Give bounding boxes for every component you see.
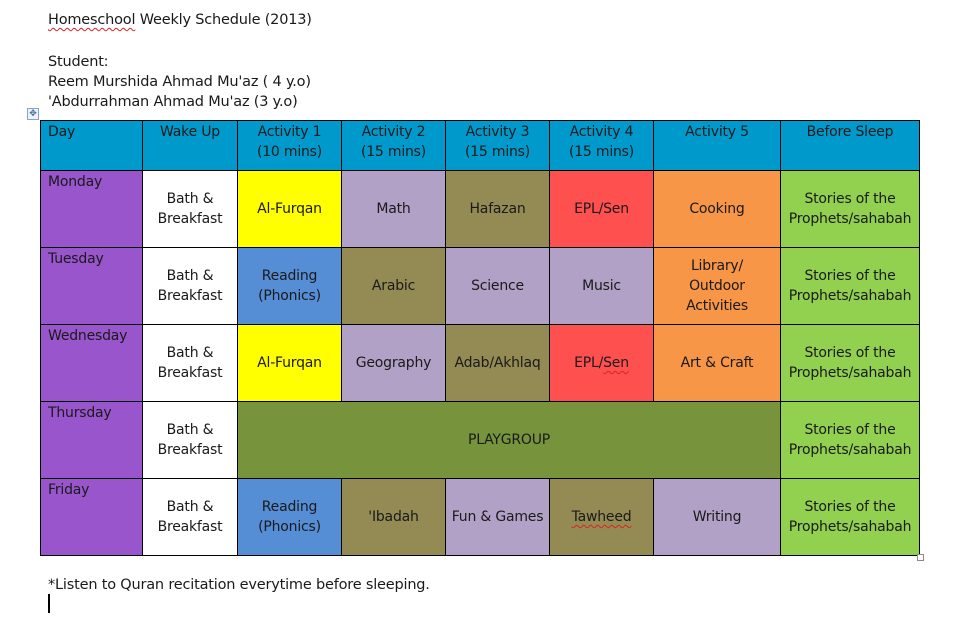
activity-cell: Library/Outdoor Activities	[653, 247, 781, 325]
before-sleep-cell: Stories of the Prophets/sahabah	[780, 324, 920, 402]
playgroup-cell: PLAYGROUP	[237, 401, 781, 479]
activity-cell: 'Ibadah	[341, 478, 446, 556]
title-rest: Weekly Schedule (2013)	[135, 12, 312, 28]
activity-cell: Reading (Phonics)	[237, 478, 342, 556]
activity-cell: Arabic	[341, 247, 446, 325]
student-name-1: Reem Murshida Ahmad Mu'az ( 4 y.o)	[48, 74, 311, 90]
activity-cell: EPL/Sen	[549, 324, 654, 402]
before-sleep-cell: Stories of the Prophets/sahabah	[780, 170, 920, 248]
activity-cell: Hafazan	[445, 170, 550, 248]
wake-up-cell: Bath & Breakfast	[142, 170, 238, 248]
table-row-friday: Friday Bath & Breakfast Reading (Phonics) …	[40, 478, 920, 556]
activity-cell: Al-Furqan	[237, 170, 342, 248]
wake-up-cell: Bath & Breakfast	[142, 478, 238, 556]
activity-cell: Math	[341, 170, 446, 248]
header-activity-5: Activity 5	[653, 120, 781, 171]
before-sleep-cell: Stories of the Prophets/sahabah	[780, 401, 920, 479]
header-day: Day	[40, 120, 143, 171]
header-activity-1: Activity 1 (10 mins)	[237, 120, 342, 171]
title-misspelled-word: Homeschool	[48, 12, 136, 28]
wake-up-cell: Bath & Breakfast	[142, 247, 238, 325]
activity-cell: Cooking	[653, 170, 781, 248]
before-sleep-cell: Stories of the Prophets/sahabah	[780, 247, 920, 325]
activity-cell: EPL/Sen	[549, 170, 654, 248]
header-before-sleep: Before Sleep	[780, 120, 920, 171]
header-wake-up: Wake Up	[142, 120, 238, 171]
activity-cell: Geography	[341, 324, 446, 402]
table-row-wednesday: Wednesday Bath & Breakfast Al-Furqan Geog…	[40, 324, 920, 402]
misspelled-word: Tawheed	[571, 509, 632, 525]
day-cell: Thursday	[40, 401, 143, 479]
resize-handle-icon[interactable]	[917, 554, 924, 561]
header-activity-2: Activity 2 (15 mins)	[341, 120, 446, 171]
day-cell: Wednesday	[40, 324, 143, 402]
activity-cell: Al-Furqan	[237, 324, 342, 402]
move-arrows-icon[interactable]: ✥	[27, 108, 39, 120]
table-row-tuesday: Tuesday Bath & Breakfast Reading (Phonics)…	[40, 247, 920, 325]
schedule-table: Day Wake Up Activity 1 (10 mins) Activity…	[40, 120, 920, 556]
before-sleep-cell: Stories of the Prophets/sahabah	[780, 478, 920, 556]
activity-cell: Science	[445, 247, 550, 325]
student-label: Student:	[48, 54, 109, 70]
text-cursor	[48, 594, 50, 613]
activity-cell: Adab/Akhlaq	[445, 324, 550, 402]
day-cell: Monday	[40, 170, 143, 248]
header-activity-3: Activity 3 (15 mins)	[445, 120, 550, 171]
activity-cell: Art & Craft	[653, 324, 781, 402]
document-title: Homeschool Weekly Schedule (2013)	[48, 10, 312, 30]
wake-up-cell: Bath & Breakfast	[142, 401, 238, 479]
footnote: *Listen to Quran recitation everytime be…	[48, 577, 430, 593]
header-activity-4: Activity 4 (15 mins)	[549, 120, 654, 171]
table-row-thursday: Thursday Bath & Breakfast PLAYGROUP Stori…	[40, 401, 920, 479]
wake-up-cell: Bath & Breakfast	[142, 324, 238, 402]
activity-cell: Fun & Games	[445, 478, 550, 556]
activity-cell: Tawheed	[549, 478, 654, 556]
misspelled-word: Sen	[603, 355, 629, 371]
day-cell: Tuesday	[40, 247, 143, 325]
student-name-2: 'Abdurrahman Ahmad Mu'az (3 y.o)	[48, 94, 298, 110]
header-row: Day Wake Up Activity 1 (10 mins) Activity…	[40, 120, 920, 171]
activity-cell: Writing	[653, 478, 781, 556]
table-row-monday: Monday Bath & Breakfast Al-Furqan Math Ha…	[40, 170, 920, 248]
activity-cell: Reading (Phonics)	[237, 247, 342, 325]
activity-cell: Music	[549, 247, 654, 325]
day-cell: Friday	[40, 478, 143, 556]
